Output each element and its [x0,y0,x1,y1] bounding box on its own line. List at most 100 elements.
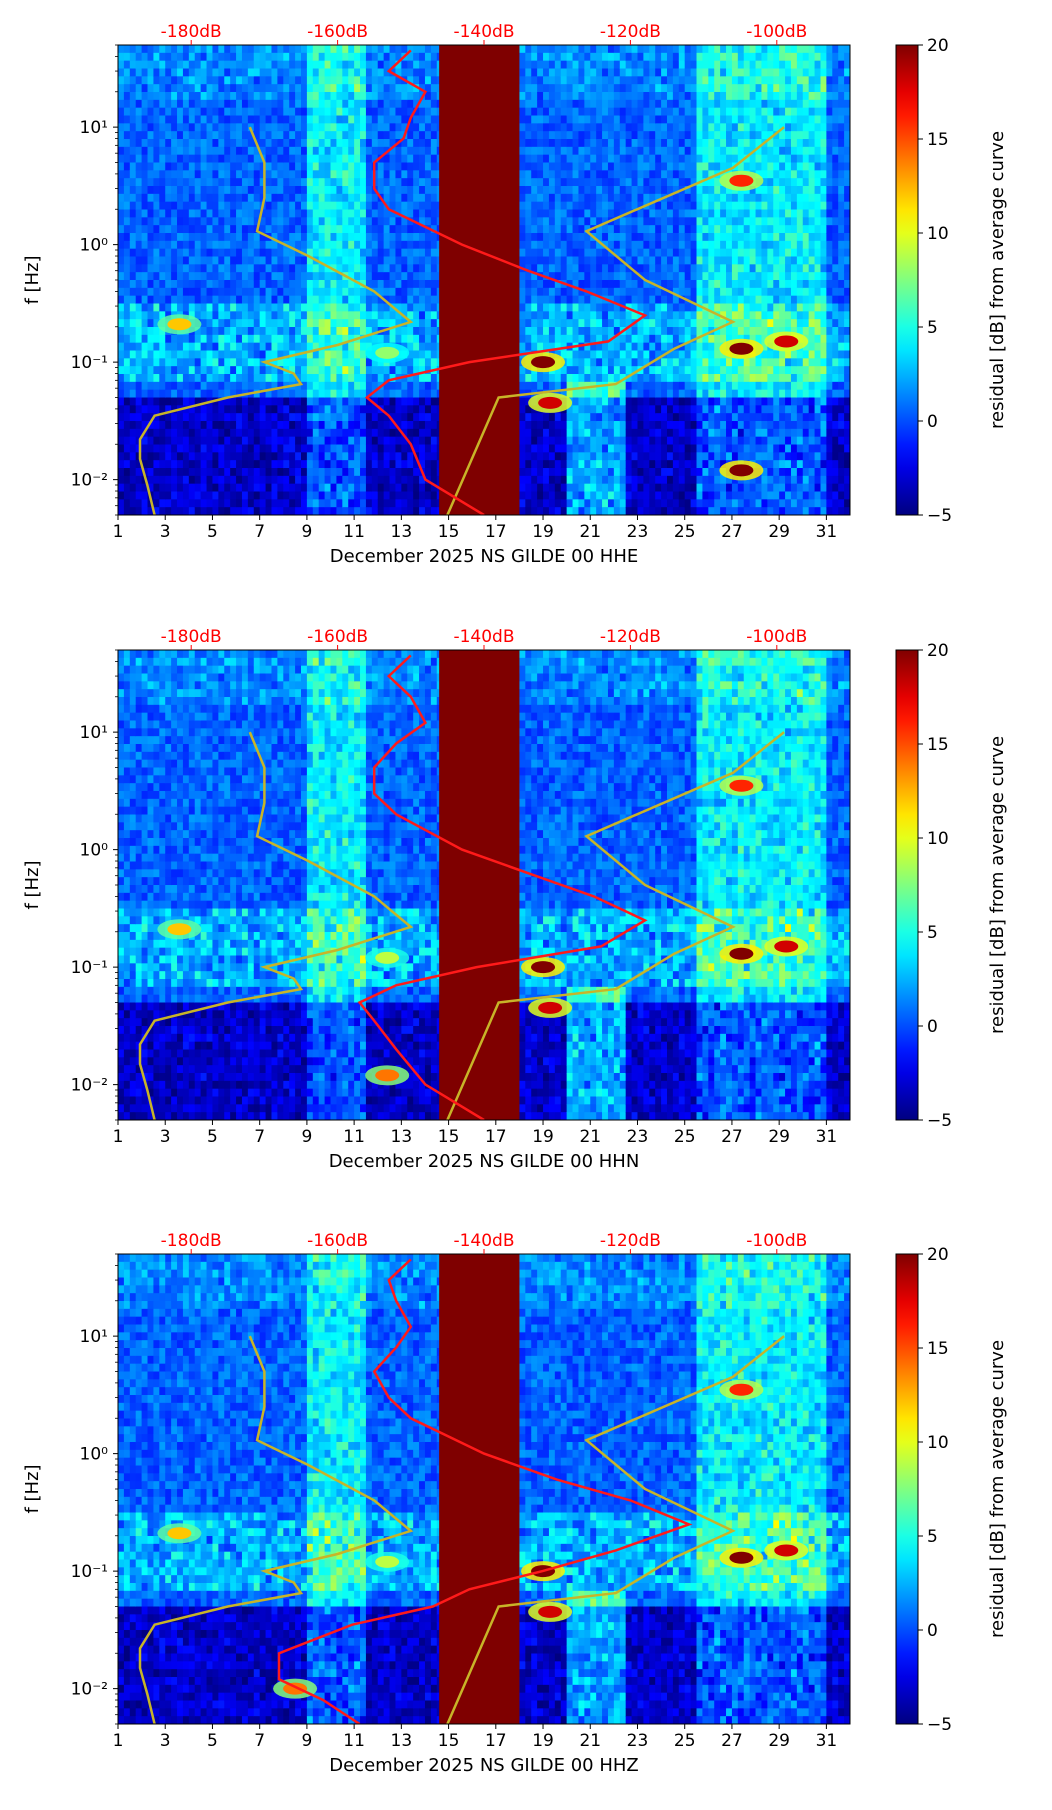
heatmap-cell [596,186,603,195]
heatmap-cell [135,233,143,242]
heatmap-cell [147,460,155,469]
heatmap-cell [277,52,284,62]
heatmap-cell [602,99,609,109]
heatmap-cell [424,233,432,242]
heatmap-cell [430,264,438,273]
heatmap-cell [194,193,202,203]
heatmap-cell [194,76,202,85]
heatmap-cell [336,366,343,375]
heatmap-cell [230,436,237,446]
heatmap-cell [531,272,538,281]
heatmap-cell [306,92,314,101]
heatmap-cell [419,52,426,62]
heatmap-cell [324,178,332,187]
heatmap-cell [377,92,385,101]
heatmap-cell [389,233,397,242]
heatmap-cell [401,45,408,54]
heatmap-cell [525,60,532,70]
heatmap-cell [543,280,550,289]
heatmap-cell [348,131,355,140]
heatmap-cell [247,178,255,187]
heatmap-cell [365,483,373,493]
heatmap-cell [389,131,397,140]
heatmap-cell [413,178,420,187]
heatmap-cell [377,397,385,406]
heatmap-cell [147,139,155,148]
heatmap-cell [182,491,190,500]
heatmap-cell [419,146,426,156]
heatmap-cell [401,99,408,109]
heatmap-cell [584,295,591,305]
heatmap-cell [371,233,379,242]
heatmap-cell [247,287,255,297]
heatmap-cell [306,428,314,438]
heatmap-cell [590,131,597,140]
heatmap-cell [283,311,290,320]
heatmap-cell [525,186,532,195]
heatmap-cell [560,319,568,328]
heatmap-cell [554,436,562,446]
heatmap-cell [413,52,420,62]
heatmap-cell [566,84,574,93]
heatmap-cell [218,475,225,485]
heatmap-cell [578,162,585,171]
heatmap-cell [271,186,278,195]
heatmap-cell [206,421,214,430]
heatmap-cell [531,342,538,352]
heatmap-cell [200,350,208,359]
heatmap-cell [584,405,591,414]
heatmap-cell [177,483,184,493]
heatmap-cell [566,139,574,148]
heatmap-cell [537,45,544,54]
heatmap-cell [253,483,261,493]
heatmap-cell [247,319,255,328]
heatmap-cell [519,217,526,226]
heatmap-cell [247,256,255,265]
heatmap-cell [153,154,160,164]
heatmap-cell [200,381,208,391]
heatmap-cell [543,225,550,234]
heatmap-cell [306,413,314,422]
heatmap-cell [543,334,550,344]
heatmap-cell [224,499,231,508]
heatmap-cell [177,107,184,117]
heatmap-cell [194,436,202,446]
heatmap-cell [572,45,580,54]
heatmap-cell [360,60,367,70]
heatmap-cell [141,272,149,281]
heatmap-cell [277,186,284,195]
heatmap-cell [430,233,438,242]
heatmap-cell [129,217,137,226]
heatmap-cell [241,186,249,195]
heatmap-cell [295,327,302,336]
heatmap-cell [354,131,361,140]
heatmap-cell [165,131,172,140]
heatmap-cell [129,193,137,203]
heatmap-cell [283,319,290,328]
heatmap-cell [596,350,603,359]
heatmap-cell [141,162,149,171]
heatmap-cell [159,444,166,453]
heatmap-cell [188,334,196,344]
heatmap-cell [265,483,273,493]
heatmap-cell [419,162,426,171]
heatmap-cell [365,342,373,352]
heatmap-cell [566,240,574,250]
heatmap-cell [306,319,314,328]
heatmap-cell [118,421,125,430]
heatmap-cell [371,193,379,203]
heatmap-cell [301,107,308,117]
heatmap-cell [271,217,278,226]
heatmap-cell [566,209,574,218]
heatmap-cell [295,123,302,132]
heatmap-cell [177,131,184,140]
heatmap-cell [265,201,273,211]
heatmap-cell [407,162,414,171]
heatmap-cell [342,311,349,320]
heatmap-cell [271,483,278,493]
heatmap-cell [548,131,556,140]
heatmap-cell [401,507,408,515]
heatmap-cell [430,45,438,54]
heatmap-cell [602,193,609,203]
heatmap-cell [371,334,379,344]
